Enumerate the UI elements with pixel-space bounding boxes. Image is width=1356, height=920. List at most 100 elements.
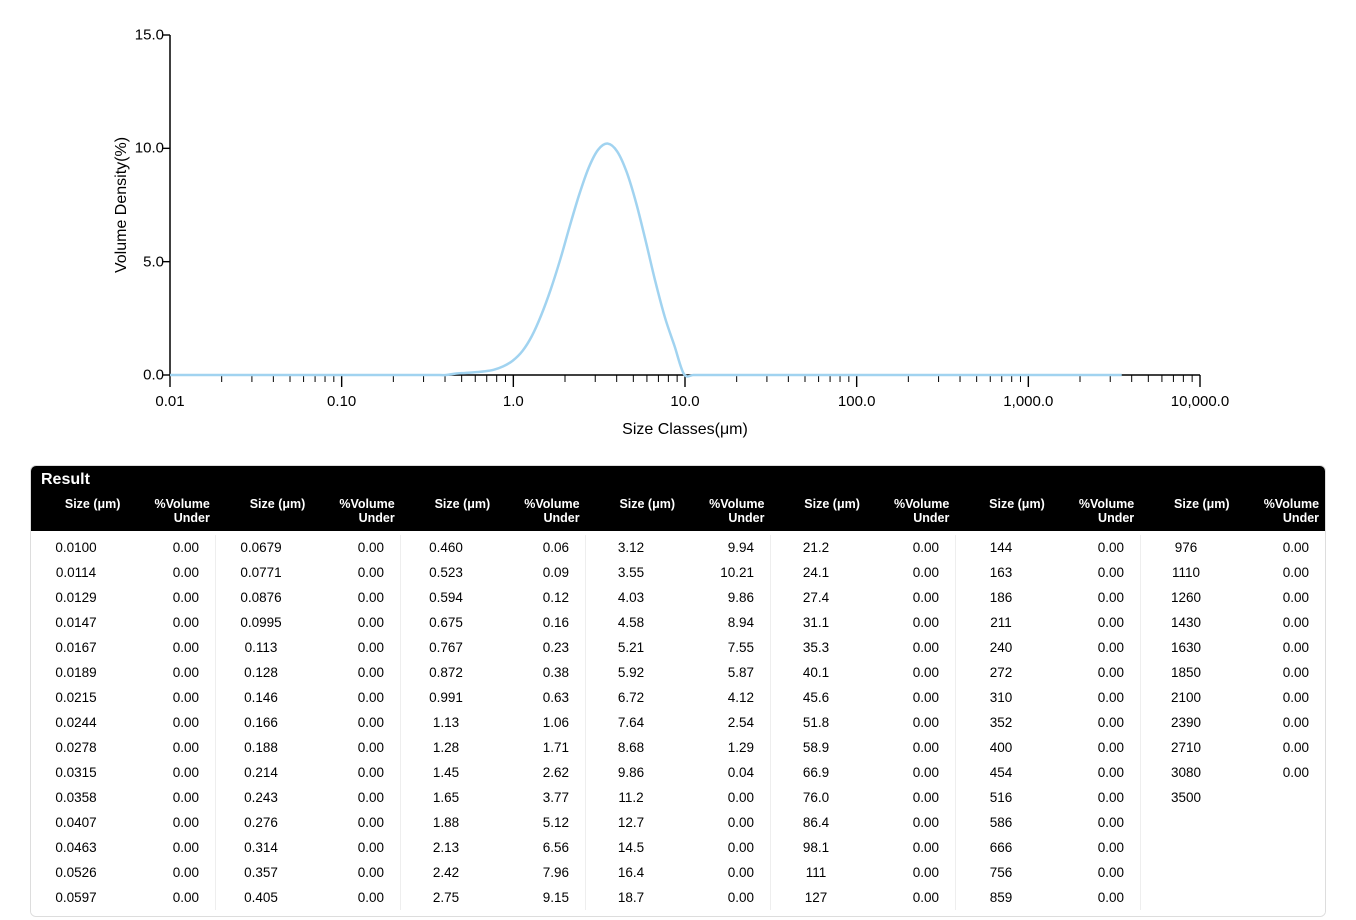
cell-volume: 0.00 — [1231, 535, 1319, 560]
table-row: 1110.00 — [777, 860, 949, 885]
table-row: 4.588.94 — [592, 610, 764, 635]
table-row: 0.6750.16 — [407, 610, 579, 635]
table-row: 0.4050.00 — [222, 885, 394, 910]
cell-volume: 0.00 — [121, 860, 209, 885]
cell-volume: 0.00 — [676, 885, 764, 910]
column-header: Size (μm)%Volume Under — [401, 494, 586, 531]
table-row: 45.60.00 — [777, 685, 949, 710]
plot-area: 0.05.010.015.00.010.101.010.0100.01,000.… — [170, 35, 1200, 375]
table-row: 1.131.06 — [407, 710, 579, 735]
data-column: 0.01000.000.01140.000.01290.000.01470.00… — [31, 535, 216, 910]
cell-volume: 0.00 — [861, 685, 949, 710]
result-title: Result — [31, 466, 1325, 494]
cell-volume: 9.86 — [676, 585, 764, 610]
cell-size: 4.58 — [592, 610, 676, 635]
cell-size: 0.166 — [222, 710, 306, 735]
cell-volume: 4.12 — [676, 685, 764, 710]
table-row: 24.10.00 — [777, 560, 949, 585]
cell-volume: 0.00 — [676, 835, 764, 860]
cell-volume: 0.00 — [861, 860, 949, 885]
cell-volume: 0.63 — [491, 685, 579, 710]
table-row: 0.02440.00 — [37, 710, 209, 735]
cell-volume: 0.06 — [491, 535, 579, 560]
table-row: 0.9910.63 — [407, 685, 579, 710]
cell-size: 454 — [962, 760, 1046, 785]
table-row: 7.642.54 — [592, 710, 764, 735]
cell-volume: 0.00 — [861, 885, 949, 910]
header-size: Size (μm) — [1146, 497, 1235, 525]
cell-volume: 0.00 — [1046, 585, 1134, 610]
data-column: 1440.001630.001860.002110.002400.002720.… — [956, 535, 1141, 910]
cell-size: 86.4 — [777, 810, 861, 835]
table-row: 9.860.04 — [592, 760, 764, 785]
header-volume: %Volume Under — [311, 497, 394, 525]
table-row: 18.70.00 — [592, 885, 764, 910]
table-row: 0.01670.00 — [37, 635, 209, 660]
cell-volume: 0.00 — [1046, 610, 1134, 635]
cell-size: 0.991 — [407, 685, 491, 710]
cell-size: 0.872 — [407, 660, 491, 685]
cell-volume: 0.00 — [306, 710, 394, 735]
table-row: 1440.00 — [962, 535, 1134, 560]
table-row: 23900.00 — [1147, 710, 1319, 735]
table-row: 0.04070.00 — [37, 810, 209, 835]
cell-size: 18.7 — [592, 885, 676, 910]
table-row: 4.039.86 — [592, 585, 764, 610]
cell-volume: 0.00 — [1046, 535, 1134, 560]
table-row: 21.20.00 — [777, 535, 949, 560]
cell-volume: 0.00 — [1231, 710, 1319, 735]
cell-size: 0.0215 — [37, 685, 121, 710]
cell-volume: 0.00 — [1046, 835, 1134, 860]
table-row: 4540.00 — [962, 760, 1134, 785]
cell-volume: 0.00 — [1046, 885, 1134, 910]
table-row: 0.01290.00 — [37, 585, 209, 610]
cell-size: 0.0995 — [222, 610, 306, 635]
cell-size: 0.0358 — [37, 785, 121, 810]
cell-size: 0.0876 — [222, 585, 306, 610]
table-row: 2720.00 — [962, 660, 1134, 685]
table-row: 14300.00 — [1147, 610, 1319, 635]
table-row: 0.5230.09 — [407, 560, 579, 585]
table-row: 8590.00 — [962, 885, 1134, 910]
table-row: 0.4600.06 — [407, 535, 579, 560]
table-row: 0.01140.00 — [37, 560, 209, 585]
cell-volume: 0.00 — [121, 585, 209, 610]
cell-volume: 0.00 — [1046, 685, 1134, 710]
table-row: 14.50.00 — [592, 835, 764, 860]
cell-volume: 0.00 — [1046, 785, 1134, 810]
cell-size: 0.460 — [407, 535, 491, 560]
cell-size: 0.0771 — [222, 560, 306, 585]
table-row: 0.1460.00 — [222, 685, 394, 710]
cell-volume: 0.00 — [1046, 735, 1134, 760]
column-header: Size (μm)%Volume Under — [216, 494, 401, 531]
cell-volume: 7.55 — [676, 635, 764, 660]
cell-volume: 0.00 — [121, 735, 209, 760]
header-size: Size (μm) — [592, 497, 681, 525]
cell-volume: 0.00 — [306, 810, 394, 835]
cell-volume: 0.00 — [1046, 710, 1134, 735]
cell-volume: 0.04 — [676, 760, 764, 785]
cell-size: 352 — [962, 710, 1046, 735]
table-row: 3.129.94 — [592, 535, 764, 560]
header-volume: %Volume Under — [1051, 497, 1134, 525]
cell-size: 2.75 — [407, 885, 491, 910]
cell-volume: 0.00 — [121, 635, 209, 660]
cell-volume: 0.00 — [306, 585, 394, 610]
table-row: 0.07710.00 — [222, 560, 394, 585]
table-row: 0.5940.12 — [407, 585, 579, 610]
cell-size: 111 — [777, 860, 861, 885]
table-row: 1.452.62 — [407, 760, 579, 785]
cell-size: 400 — [962, 735, 1046, 760]
x-axis-label: Size Classes(μm) — [622, 421, 748, 439]
table-row: 2.136.56 — [407, 835, 579, 860]
cell-size: 0.523 — [407, 560, 491, 585]
cell-size: 0.214 — [222, 760, 306, 785]
table-row: 2400.00 — [962, 635, 1134, 660]
cell-volume: 0.00 — [121, 610, 209, 635]
cell-size: 2390 — [1147, 710, 1231, 735]
cell-size: 98.1 — [777, 835, 861, 860]
cell-volume: 0.00 — [676, 860, 764, 885]
cell-volume: 3.77 — [491, 785, 579, 810]
cell-size: 1.28 — [407, 735, 491, 760]
cell-volume: 0.16 — [491, 610, 579, 635]
